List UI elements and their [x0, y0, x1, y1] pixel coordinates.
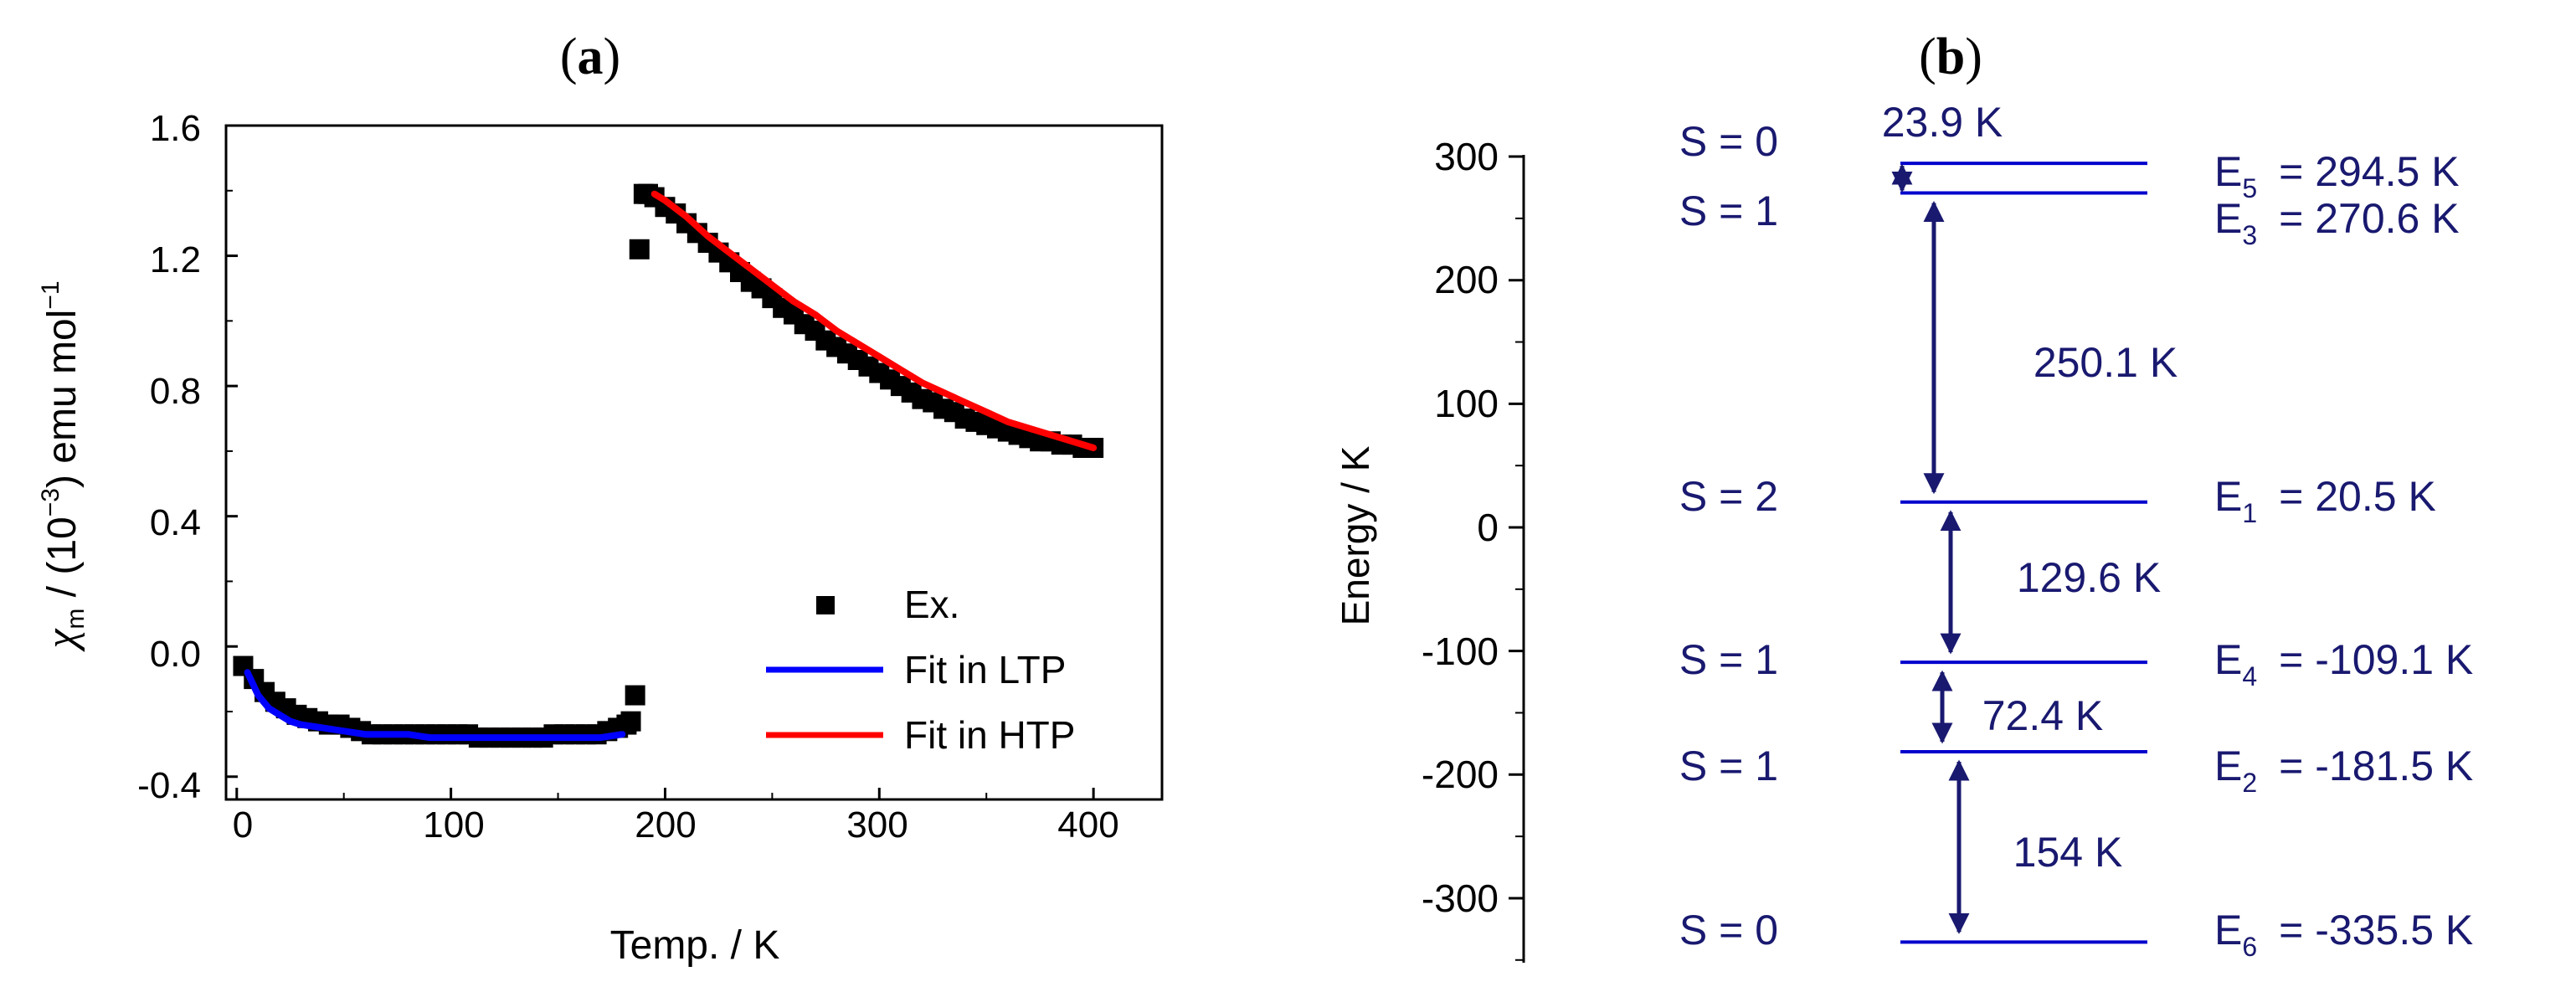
y-tick-label: 0.0 [150, 634, 201, 675]
level-energy-label: E3 = 270.6 K [2214, 195, 2460, 250]
energy-axis-title: Energy / K [1334, 445, 1377, 625]
panel-a: (a) 1.6 1.2 0.8 0.4 0.0 -0.4 0 100 200 3… [37, 28, 1164, 968]
level-energy-label: E1 = 20.5 K [2214, 473, 2436, 528]
panel-b-label: (b) [1919, 28, 1982, 85]
y-tick-label: 1.6 [150, 108, 201, 149]
gap-label: 129.6 K [2017, 554, 2161, 601]
plot-data-a [233, 183, 1104, 748]
energy-tick-label: -300 [1422, 876, 1499, 920]
x-tick-label: 0 [233, 804, 253, 846]
y-tick-label: 0.4 [150, 502, 201, 543]
gap-label: 23.9 K [1882, 99, 2003, 146]
gap-label: 154 K [2013, 829, 2123, 876]
y-tick-label: 1.2 [150, 239, 201, 280]
energy-levels [1900, 162, 2147, 944]
spin-label: S = 1 [1679, 636, 1778, 683]
energy-axis-ticks [1509, 155, 1524, 961]
x-tick-label: 300 [846, 804, 908, 846]
energy-tick-label: 300 [1434, 135, 1499, 178]
legend-label-ex: Ex. [904, 583, 959, 626]
plot-frame-a [224, 124, 1164, 801]
spin-label: S = 0 [1679, 907, 1778, 953]
axis-ticks-a [226, 124, 1095, 799]
data-point-ex [629, 239, 650, 260]
energy-tick-label: 100 [1434, 382, 1499, 425]
energy-tick-label: -200 [1422, 753, 1499, 796]
y-tick-label: 0.8 [150, 371, 201, 412]
energy-tick-label: 200 [1434, 258, 1499, 301]
y-tick-label: -0.4 [137, 765, 201, 806]
energy-tick-label: -100 [1422, 630, 1499, 673]
x-tick-label: 100 [423, 804, 484, 846]
level-energy-label: E2 = -181.5 K [2214, 743, 2473, 798]
spin-label: S = 2 [1679, 473, 1778, 520]
spin-label: S = 0 [1679, 118, 1778, 165]
legend-a: Ex. Fit in LTP Fit in HTP [766, 583, 1075, 757]
data-point-ex [625, 685, 645, 706]
spin-label: S = 1 [1679, 743, 1778, 789]
gap-arrows [1891, 163, 1970, 934]
legend-marker-ex [816, 596, 835, 614]
data-point-ex [620, 711, 641, 732]
panel-b: (b) 300 200 100 0 -100 -200 -300 Energy … [1334, 28, 2473, 963]
level-energy-label: E6 = -335.5 K [2214, 907, 2473, 962]
x-axis-title: Temp. / K [610, 923, 780, 968]
panel-a-label: (a) [560, 28, 620, 85]
fit-line-htp [650, 190, 1098, 451]
level-energy-label: E4 = -109.1 K [2214, 636, 2473, 691]
gap-label: 250.1 K [2034, 339, 2178, 386]
fit-line-ltp [244, 669, 626, 742]
spin-label: S = 1 [1679, 188, 1778, 234]
level-energy-label: E5 = 294.5 K [2214, 148, 2460, 203]
y-axis-title: χm / (10−3) emu mol−1 [37, 280, 90, 652]
gap-label: 72.4 K [1982, 692, 2104, 739]
energy-tick-label: 0 [1477, 506, 1499, 549]
legend-label-ltp: Fit in LTP [904, 648, 1066, 691]
x-tick-label: 200 [635, 804, 696, 846]
legend-label-htp: Fit in HTP [904, 713, 1075, 757]
x-tick-label: 400 [1057, 804, 1118, 846]
